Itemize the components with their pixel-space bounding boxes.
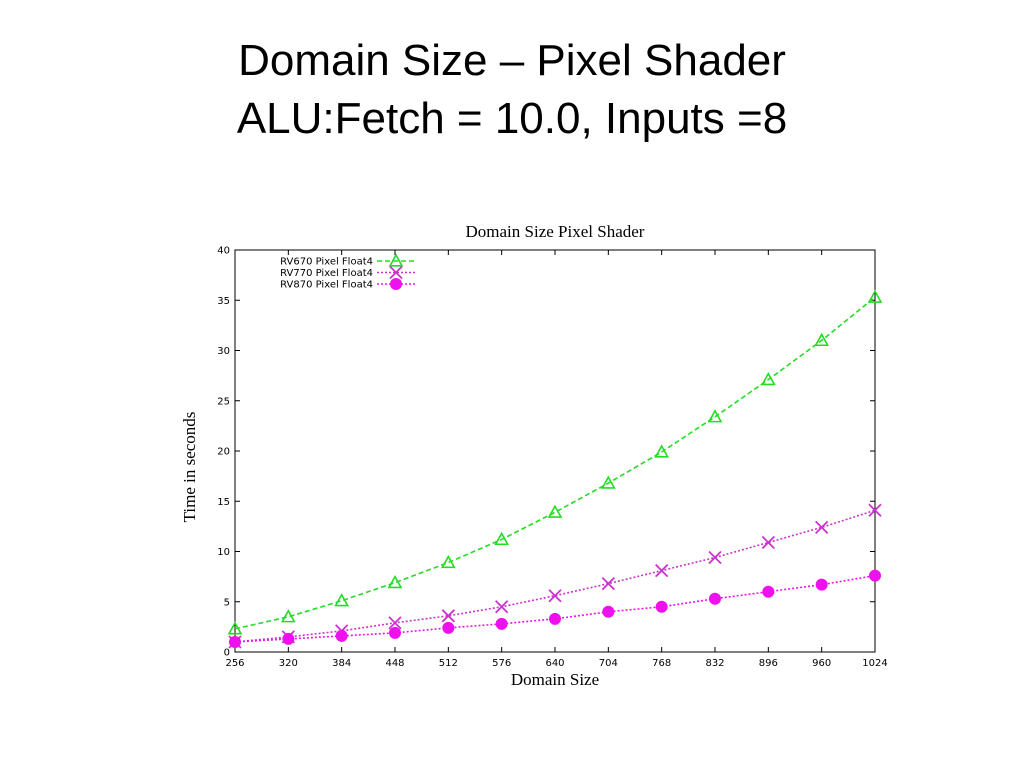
data-point [387, 575, 403, 589]
data-point [388, 616, 402, 630]
marker-stroke [388, 616, 402, 630]
legend-marker [390, 278, 402, 290]
x-tick-label: 896 [759, 658, 778, 669]
marker-stroke [548, 589, 562, 603]
marker-stroke [655, 563, 669, 578]
chart-title: Domain Size Pixel Shader [466, 222, 645, 241]
data-point [495, 617, 508, 630]
data-point [494, 531, 510, 546]
y-tick-label: 40 [217, 246, 230, 257]
data-point [442, 621, 455, 634]
y-axis-label: Time in seconds [180, 412, 199, 523]
data-point [547, 504, 563, 518]
data-point [868, 503, 882, 517]
data-point [495, 600, 509, 614]
x-tick-label: 832 [705, 658, 724, 669]
data-point [227, 621, 243, 635]
data-point [655, 600, 668, 613]
x-tick-label: 384 [332, 658, 351, 669]
data-point [548, 589, 562, 603]
x-axis-label: Domain Size [511, 670, 599, 689]
data-point [654, 444, 670, 458]
x-tick-label: 640 [545, 658, 564, 669]
plot-frame [234, 249, 876, 653]
x-tick-label: 704 [599, 658, 618, 669]
series-line [234, 296, 876, 630]
data-point [761, 535, 775, 550]
x-tick-label: 768 [652, 658, 671, 669]
marker-stroke [761, 535, 775, 550]
data-point [601, 577, 615, 591]
data-point [869, 569, 881, 582]
data-point [760, 371, 776, 386]
y-tick-label: 0 [224, 648, 230, 659]
data-point [549, 612, 561, 625]
marker-stroke [495, 600, 509, 614]
marker-stroke [708, 550, 722, 565]
marker-stroke [868, 503, 882, 517]
data-point [815, 520, 829, 535]
series-2 [228, 503, 882, 649]
legend-marker [388, 253, 404, 267]
x-tick-label: 320 [279, 658, 298, 669]
data-point [707, 409, 723, 423]
data-point [280, 609, 296, 623]
legend-label: RV870 Pixel Float4 [280, 280, 373, 291]
x-tick-label: 1024 [862, 658, 887, 669]
data-point [762, 585, 775, 598]
legend-label: RV770 Pixel Float4 [280, 268, 373, 279]
data-point [814, 332, 830, 347]
data-point [708, 550, 722, 565]
y-tick-label: 20 [217, 447, 230, 458]
y-tick-label: 10 [217, 547, 230, 558]
data-point [441, 609, 455, 623]
data-point [440, 554, 456, 569]
marker-stroke [601, 577, 615, 591]
data-point [815, 578, 828, 591]
series-3 [229, 569, 881, 648]
data-point [867, 289, 883, 303]
x-tick-label: 256 [225, 658, 244, 669]
x-tick-label: 960 [812, 658, 831, 669]
data-point [655, 563, 669, 578]
y-tick-label: 15 [217, 497, 230, 508]
data-point [709, 592, 721, 605]
x-tick-label: 576 [492, 658, 511, 669]
data-point [334, 593, 350, 607]
x-tick-label: 512 [439, 658, 458, 669]
legend-label: RV670 Pixel Float4 [280, 257, 373, 268]
marker-stroke [441, 609, 455, 623]
y-tick-label: 30 [217, 346, 230, 357]
slide-title-line-2: ALU:Fetch = 10.0, Inputs =8 [236, 94, 788, 143]
series-1 [227, 289, 883, 635]
data-point [282, 632, 295, 645]
y-tick-label: 35 [217, 296, 230, 307]
slide-title-line-1: Domain Size – Pixel Shader [238, 36, 786, 85]
line-chart: Domain Size Pixel Shader Time in seconds… [180, 222, 888, 689]
legend-marker [389, 265, 403, 280]
data-point [602, 605, 615, 618]
slide-title: Domain Size – Pixel Shader ALU:Fetch = 1… [0, 32, 1024, 148]
y-tick-label: 5 [224, 597, 230, 608]
marker-stroke [815, 520, 829, 535]
x-tick-label: 448 [385, 658, 404, 669]
data-point [389, 626, 401, 639]
data-point [229, 635, 241, 648]
data-point [335, 629, 348, 642]
y-tick-label: 25 [217, 396, 230, 407]
marker-stroke [389, 265, 403, 280]
data-point [600, 475, 616, 489]
